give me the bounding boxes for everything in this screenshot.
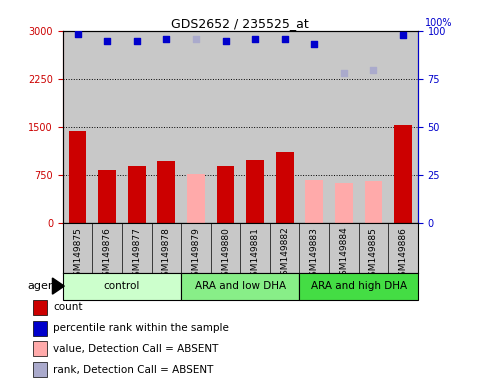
Point (222, 38, 229, 44)
Text: agent: agent (28, 281, 60, 291)
Text: GSM149877: GSM149877 (132, 227, 141, 281)
Bar (128, 166, 146, 223)
Text: GSM149876: GSM149876 (103, 227, 112, 281)
Point (133, 38, 141, 44)
Bar (33, 341, 47, 356)
Bar (335, 183, 353, 223)
Text: GSM149886: GSM149886 (398, 227, 408, 281)
Bar (305, 180, 323, 223)
Text: GSM149878: GSM149878 (162, 227, 171, 281)
Bar (217, 166, 234, 223)
Text: GSM149882: GSM149882 (280, 227, 289, 281)
Point (251, 36, 259, 42)
Point (103, 38, 111, 44)
Text: ARA and high DHA: ARA and high DHA (311, 281, 407, 291)
Text: GSM149884: GSM149884 (340, 227, 348, 281)
Text: GSM149883: GSM149883 (310, 227, 319, 281)
Point (192, 36, 200, 42)
Point (74, 31, 82, 37)
Bar (394, 126, 412, 223)
Point (281, 36, 288, 42)
Text: rank, Detection Call = ABSENT: rank, Detection Call = ABSENT (53, 365, 213, 375)
Text: percentile rank within the sample: percentile rank within the sample (53, 323, 229, 333)
Point (311, 41, 318, 47)
Bar (69, 131, 86, 223)
Point (340, 70, 348, 76)
Text: GSM149879: GSM149879 (191, 227, 200, 281)
Bar (157, 161, 175, 223)
Text: control: control (104, 281, 140, 291)
Title: GDS2652 / 235525_at: GDS2652 / 235525_at (171, 17, 309, 30)
Bar (63, 273, 181, 300)
Text: GSM149880: GSM149880 (221, 227, 230, 281)
Bar (99, 170, 116, 223)
Bar (246, 160, 264, 223)
Point (399, 32, 407, 38)
Text: GSM149881: GSM149881 (251, 227, 259, 281)
Text: value, Detection Call = ABSENT: value, Detection Call = ABSENT (53, 344, 218, 354)
Bar (365, 181, 383, 223)
Bar (181, 273, 299, 300)
Point (162, 36, 170, 42)
Text: ARA and low DHA: ARA and low DHA (195, 281, 286, 291)
Bar (33, 362, 47, 377)
Bar (33, 300, 47, 315)
Polygon shape (53, 278, 64, 294)
Bar (33, 321, 47, 336)
Text: GSM149885: GSM149885 (369, 227, 378, 281)
Text: count: count (53, 302, 83, 312)
Text: 100%: 100% (425, 18, 452, 28)
Text: GSM149875: GSM149875 (73, 227, 82, 281)
Bar (276, 152, 294, 223)
Bar (187, 174, 205, 223)
Bar (299, 273, 418, 300)
Point (369, 67, 377, 73)
